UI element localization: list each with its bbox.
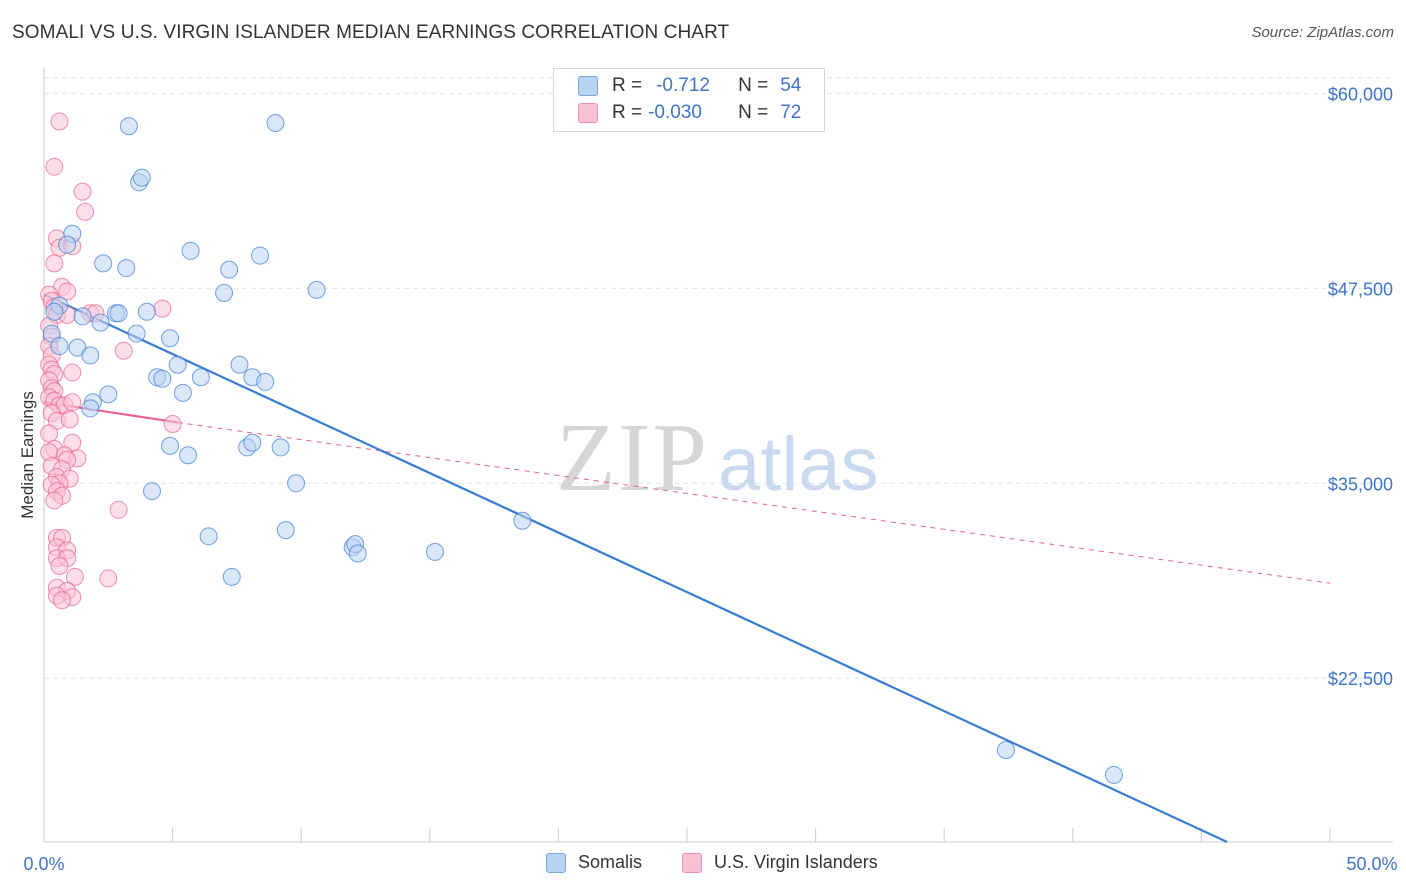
somali-point bbox=[425, 542, 444, 561]
somali-point bbox=[266, 114, 285, 133]
somali-point bbox=[94, 254, 113, 273]
somali-point bbox=[119, 117, 138, 136]
somali-point bbox=[256, 372, 275, 391]
watermark: ZIP atlas bbox=[556, 404, 879, 512]
somali-point bbox=[137, 302, 156, 321]
somali-point bbox=[276, 521, 295, 540]
legend-swatch-blue bbox=[578, 76, 598, 96]
somali-point bbox=[73, 307, 92, 326]
somali-point bbox=[215, 284, 234, 303]
y-tick-label: $60,000 bbox=[1328, 84, 1393, 104]
somali-point bbox=[181, 241, 200, 260]
somali-point bbox=[243, 433, 262, 452]
somali-point bbox=[230, 355, 249, 374]
somali-point bbox=[58, 235, 77, 254]
somali-points bbox=[42, 114, 1123, 784]
somali-point bbox=[91, 313, 110, 332]
somali-point bbox=[168, 355, 187, 374]
bottom-legend-swatch-pink bbox=[682, 852, 702, 873]
somali-point bbox=[513, 511, 532, 530]
somali-point bbox=[191, 368, 210, 387]
somali-point bbox=[220, 260, 239, 279]
legend-r-value: -0.030 bbox=[648, 102, 702, 123]
somali-point bbox=[153, 369, 172, 388]
virgin-islander-point bbox=[153, 299, 172, 318]
somali-point bbox=[109, 304, 128, 323]
virgin-islander-point bbox=[99, 569, 118, 588]
legend-n-value: 54 bbox=[780, 75, 802, 96]
x-tick-label: 50.0% bbox=[1346, 854, 1397, 874]
somali-point bbox=[173, 383, 192, 402]
somali-point bbox=[161, 329, 180, 348]
bottom-legend-label: Somalis bbox=[578, 852, 643, 872]
somali-point bbox=[1104, 765, 1123, 784]
virgin-islander-point bbox=[76, 202, 95, 221]
virgin-islander-trend-dashed bbox=[177, 421, 1331, 584]
virgin-islander-points bbox=[40, 112, 182, 610]
virgin-islander-point bbox=[163, 415, 182, 434]
somali-point bbox=[179, 446, 198, 465]
somali-point bbox=[99, 385, 118, 404]
virgin-islander-point bbox=[63, 393, 82, 412]
somali-point bbox=[287, 474, 306, 493]
y-axis-label: Median Earnings bbox=[18, 391, 37, 519]
legend-row-somalis: R = -0.712 N = 54 bbox=[554, 73, 801, 99]
virgin-islander-point bbox=[50, 112, 69, 131]
watermark-zip: ZIP bbox=[556, 404, 709, 512]
somali-point bbox=[132, 168, 151, 187]
somali-point bbox=[307, 280, 326, 299]
somali-point bbox=[996, 740, 1015, 759]
somali-point bbox=[199, 527, 218, 546]
virgin-islander-point bbox=[45, 157, 64, 176]
virgin-islander-point bbox=[63, 363, 82, 382]
correlation-legend: R = -0.712 N = 54 R = -0.030 N = 72 bbox=[553, 68, 825, 132]
virgin-islander-point bbox=[50, 556, 69, 575]
somali-point bbox=[50, 337, 69, 356]
virgin-islander-point bbox=[53, 591, 72, 610]
legend-n-value: 72 bbox=[780, 102, 802, 123]
chart-title: SOMALI VS U.S. VIRGIN ISLANDER MEDIAN EA… bbox=[12, 22, 730, 43]
virgin-islander-point bbox=[45, 254, 64, 273]
somali-point bbox=[81, 399, 100, 418]
somali-point bbox=[117, 259, 136, 278]
somali-point bbox=[348, 544, 367, 563]
y-tick-label: $35,000 bbox=[1328, 474, 1393, 494]
somali-point bbox=[161, 436, 180, 455]
legend-r-value: -0.712 bbox=[656, 75, 710, 96]
x-tick-label: 0.0% bbox=[23, 854, 64, 874]
somali-point bbox=[251, 246, 270, 265]
blue-trend bbox=[43, 293, 1228, 843]
virgin-islander-point bbox=[65, 567, 84, 586]
virgin-islander-point bbox=[60, 410, 79, 429]
virgin-islander-point bbox=[45, 491, 64, 510]
axis-labels: $22,500 $35,000 $47,500 $60,000 0.0% 50.0% Med… bbox=[18, 84, 1398, 874]
somali-trend-line bbox=[43, 293, 1228, 843]
source-label: Source: ZipAtlas.com bbox=[1251, 24, 1394, 41]
legend-r-label: R = bbox=[612, 102, 643, 123]
somali-point bbox=[127, 324, 146, 343]
somali-point bbox=[222, 567, 241, 586]
y-tick-label: $22,500 bbox=[1328, 669, 1393, 689]
y-tick-label: $47,500 bbox=[1328, 279, 1393, 299]
virgin-islander-point bbox=[114, 341, 133, 360]
virgin-islander-point bbox=[58, 282, 77, 301]
legend-n-label: N = bbox=[738, 75, 769, 96]
somali-point bbox=[143, 482, 162, 501]
watermark-atlas: atlas bbox=[718, 422, 879, 507]
legend-row-virgin-islanders: R = -0.030 N = 72 bbox=[554, 100, 801, 126]
bottom-legend-label: U.S. Virgin Islanders bbox=[714, 852, 878, 872]
somali-point bbox=[271, 438, 290, 457]
virgin-islander-point bbox=[109, 500, 128, 519]
legend-swatch-pink bbox=[578, 103, 598, 123]
somali-point bbox=[45, 302, 64, 321]
bottom-legend-virgin-islanders: U.S. Virgin Islanders bbox=[682, 852, 878, 873]
legend-n-label: N = bbox=[738, 102, 769, 123]
virgin-islander-point bbox=[73, 182, 92, 201]
somali-point bbox=[81, 346, 100, 365]
virgin-islander-point bbox=[40, 424, 59, 443]
bottom-legend-somalis: Somalis bbox=[546, 852, 642, 873]
legend-r-label: R = bbox=[612, 75, 643, 96]
bottom-legend-swatch-blue bbox=[546, 852, 566, 873]
